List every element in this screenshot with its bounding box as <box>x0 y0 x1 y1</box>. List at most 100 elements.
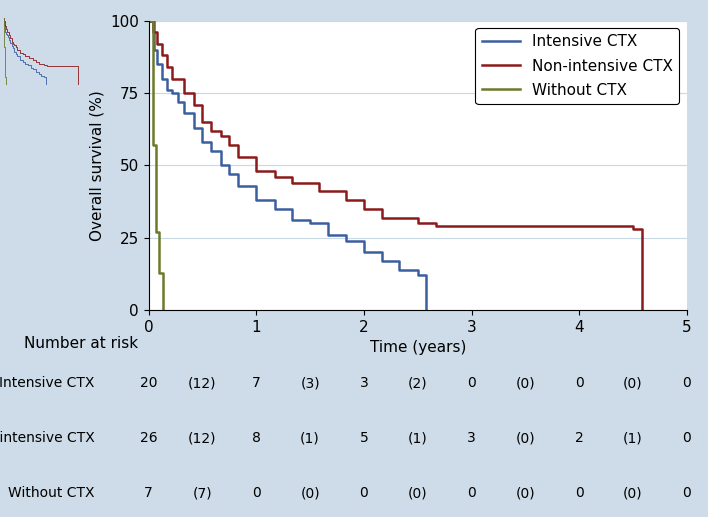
Line: Intensive CTX: Intensive CTX <box>149 21 426 310</box>
Intensive CTX <box>287 206 296 212</box>
Text: 0: 0 <box>467 486 476 500</box>
Non-intensive CTX <box>163 64 171 70</box>
Line: Non-intensive CTX: Non-intensive CTX <box>149 21 641 310</box>
Text: (0): (0) <box>408 486 428 500</box>
Intensive CTX <box>341 238 350 244</box>
Non-intensive CTX <box>153 29 161 35</box>
Non-intensive CTX <box>225 133 234 140</box>
Text: Intensive CTX: Intensive CTX <box>0 376 95 390</box>
Intensive CTX <box>168 90 176 96</box>
Non-intensive CTX <box>157 52 166 58</box>
Text: (2): (2) <box>408 376 428 390</box>
Intensive CTX <box>395 267 404 273</box>
Intensive CTX <box>324 232 333 238</box>
Non-intensive CTX <box>217 128 225 134</box>
Intensive CTX <box>207 148 215 154</box>
Text: Number at risk: Number at risk <box>24 336 138 351</box>
Intensive CTX <box>360 238 368 244</box>
Intensive CTX <box>395 258 404 264</box>
Intensive CTX <box>234 171 242 177</box>
Intensive CTX <box>207 139 215 145</box>
Non-intensive CTX <box>149 18 157 24</box>
Intensive CTX <box>422 307 430 313</box>
Intensive CTX <box>173 99 182 105</box>
Text: 2: 2 <box>575 431 583 446</box>
Text: 5: 5 <box>360 431 368 446</box>
Non-intensive CTX <box>153 41 161 47</box>
Non-intensive CTX <box>144 18 153 24</box>
Intensive CTX <box>180 110 188 116</box>
Text: 0: 0 <box>683 376 691 390</box>
Intensive CTX <box>153 47 161 53</box>
Intensive CTX <box>144 18 153 24</box>
Non-intensive CTX <box>190 90 198 96</box>
Text: (7): (7) <box>193 486 212 500</box>
Intensive CTX <box>341 232 350 238</box>
Non-intensive CTX <box>157 41 166 47</box>
Intensive CTX <box>306 217 314 223</box>
Intensive CTX <box>190 125 198 131</box>
Intensive CTX <box>287 217 296 223</box>
Non-intensive CTX <box>360 197 368 203</box>
Non-intensive CTX <box>270 168 279 174</box>
Non-intensive CTX <box>314 188 323 194</box>
Without CTX <box>159 269 167 276</box>
Non-intensive CTX <box>149 29 157 35</box>
Text: (0): (0) <box>515 431 535 446</box>
Non-intensive CTX <box>207 128 215 134</box>
Without CTX <box>159 307 167 313</box>
Non-intensive CTX <box>198 101 207 108</box>
Intensive CTX <box>198 139 207 145</box>
Intensive CTX <box>153 61 161 67</box>
Intensive CTX <box>270 206 279 212</box>
Intensive CTX <box>378 258 387 264</box>
Text: 0: 0 <box>683 431 691 446</box>
Intensive CTX <box>198 125 207 131</box>
Without CTX <box>149 18 157 24</box>
Intensive CTX <box>157 61 166 67</box>
Text: Non-intensive CTX: Non-intensive CTX <box>0 431 95 446</box>
Non-intensive CTX <box>637 226 646 232</box>
Non-intensive CTX <box>180 75 188 82</box>
Text: (0): (0) <box>300 486 320 500</box>
Intensive CTX <box>306 220 314 226</box>
Text: 26: 26 <box>140 431 157 446</box>
Text: (12): (12) <box>188 376 217 390</box>
Non-intensive CTX <box>163 52 171 58</box>
Non-intensive CTX <box>287 180 296 186</box>
Non-intensive CTX <box>190 101 198 108</box>
Intensive CTX <box>422 272 430 279</box>
Text: (1): (1) <box>408 431 428 446</box>
Non-intensive CTX <box>413 220 422 226</box>
Intensive CTX <box>324 220 333 226</box>
Non-intensive CTX <box>432 220 440 226</box>
Intensive CTX <box>150 47 159 53</box>
Intensive CTX <box>225 162 234 169</box>
Intensive CTX <box>163 87 171 93</box>
Text: 20: 20 <box>140 376 157 390</box>
Text: (3): (3) <box>300 376 320 390</box>
Non-intensive CTX <box>168 75 176 82</box>
Text: 8: 8 <box>252 431 261 446</box>
Intensive CTX <box>252 183 261 189</box>
Text: 0: 0 <box>575 376 583 390</box>
Text: (12): (12) <box>188 431 217 446</box>
Non-intensive CTX <box>234 142 242 148</box>
Text: (0): (0) <box>623 486 643 500</box>
Without CTX <box>152 142 161 148</box>
Intensive CTX <box>157 75 166 82</box>
Non-intensive CTX <box>432 223 440 230</box>
Intensive CTX <box>150 18 159 24</box>
Y-axis label: Overall survival (%): Overall survival (%) <box>89 90 105 241</box>
Intensive CTX <box>413 272 422 279</box>
Intensive CTX <box>252 197 261 203</box>
Non-intensive CTX <box>234 154 242 160</box>
Intensive CTX <box>217 162 225 169</box>
Intensive CTX <box>168 87 176 93</box>
Text: 7: 7 <box>144 486 153 500</box>
Intensive CTX <box>180 99 188 105</box>
Non-intensive CTX <box>314 180 323 186</box>
Non-intensive CTX <box>180 90 188 96</box>
Without CTX <box>152 229 161 235</box>
Non-intensive CTX <box>252 154 261 160</box>
